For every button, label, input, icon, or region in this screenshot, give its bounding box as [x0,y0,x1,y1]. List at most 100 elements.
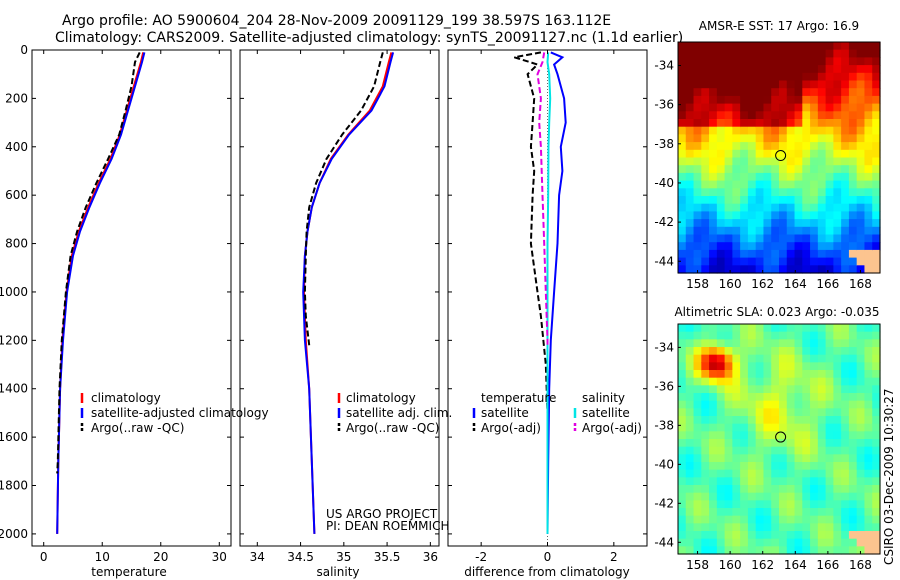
sla_map-cell [810,393,819,402]
sla_map-cell [817,439,827,448]
sla_map-cell [779,431,788,440]
sla_map-cell [755,400,765,409]
sla_map-cell [841,339,850,348]
sla_map-cell [833,469,842,478]
sla_map-cell [709,370,718,379]
sla_map-cell [810,523,819,532]
sla_map-cell [701,439,710,448]
sla_map-cell [732,523,741,532]
sla_map-cell [794,431,803,440]
sla_map-cell [779,393,788,402]
sst_map-cell [864,126,873,135]
sla_map-cell [794,469,803,478]
sla_map-cell [747,347,757,356]
sla_map-cell [856,324,866,333]
sst_map-cell [802,165,811,174]
sst_map-cell [833,249,842,259]
sst_map-cell [802,126,811,135]
sla_map-cell [716,377,726,386]
sla_map-cell [794,492,803,501]
sst_map-cell [848,42,858,51]
sst_map-cell [716,149,726,159]
sla_map-cell [802,393,811,402]
sst_map-cell [701,57,710,66]
sst_map-cell [817,242,827,251]
sla_map-cell [794,400,803,409]
sla_map-cell [693,408,702,417]
sla_map-cell [802,423,811,432]
sst_map-cell [685,196,695,205]
sla_map-cell [810,331,819,340]
sst_map-xtick-label: 160 [719,277,742,291]
sst_map-cell [763,165,772,174]
sla_map-cell [732,377,741,386]
sst_map-cell [786,188,796,197]
sla_map-cell [786,339,796,348]
sla_map-cell [740,523,749,532]
sla_map-cell [747,546,757,555]
difference-legend-salinity-title: salinity [582,391,625,405]
sla_map-cell [747,370,757,379]
sst_map-cell [678,211,687,220]
sla_map-xtick-label: 162 [751,558,774,572]
sst_map-cell [794,103,803,112]
sla_map-cell [810,492,819,501]
sst_map-cell [732,111,741,120]
sst_map-cell [794,142,803,151]
sst_map-cell [848,126,858,135]
sst_map-cell [732,80,741,89]
sla_map-cell [732,454,741,463]
sla_map-cell [709,485,718,494]
sst_map-cell [685,80,695,89]
sst_map-cell [872,149,881,159]
sla_map-cell [685,477,695,486]
sla_map-cell [817,538,827,547]
sla_map-cell [810,508,819,517]
sla_map-cell [724,492,733,501]
sla_map-cell [825,408,834,417]
sla_map-ytick-label: -34 [654,340,674,354]
sla_map-cell [833,485,842,494]
sst_map-cell [747,95,757,105]
sst_map-cell [732,88,741,97]
sst_map-cell [872,157,881,166]
sst_map-cell [856,126,866,135]
salinity-series-2 [303,52,384,346]
sst_map-cell [848,226,858,236]
sst_map-cell [856,242,866,251]
sst_map-cell [685,265,695,274]
sla_map-cell [701,492,710,501]
sla_map-cell [794,377,803,386]
project-line2: PI: DEAN ROEMMICH [326,519,449,533]
sla_map-cell [794,515,803,524]
sla_map-cell [716,469,726,478]
sla_map-cell [678,362,687,371]
sla_map-cell [709,477,718,486]
sla_map-cell [802,347,811,356]
sst_map-cell [709,157,718,166]
sla_map-cell [732,462,741,471]
sst_map-cell [848,180,858,189]
sla_map-cell [732,354,741,363]
sla_map-cell [724,393,733,402]
sst-argo-location-marker [775,150,787,162]
difference-legend-temp-argo: Argo(-adj) [481,421,541,435]
sst_map-cell [755,172,765,182]
sla_map-cell [833,538,842,547]
sst_map-cell [825,126,834,135]
sst_map-cell [794,80,803,89]
sst_map-cell [802,149,811,159]
sla_map-cell [848,477,858,486]
temperature-axes-box [31,49,232,547]
sla_map-cell [833,385,842,394]
sst_map-cell [848,65,858,74]
sst_map-cell [825,249,834,259]
temperature-series-2 [56,51,141,474]
sla_map-cell [825,423,834,432]
sla_map-cell [802,454,811,463]
sla_map-cell [716,508,726,517]
sla_map-cell [817,339,827,348]
sst_map-cell [779,234,788,243]
sla_map-cell [709,523,718,532]
sst_map-cell [732,249,741,259]
